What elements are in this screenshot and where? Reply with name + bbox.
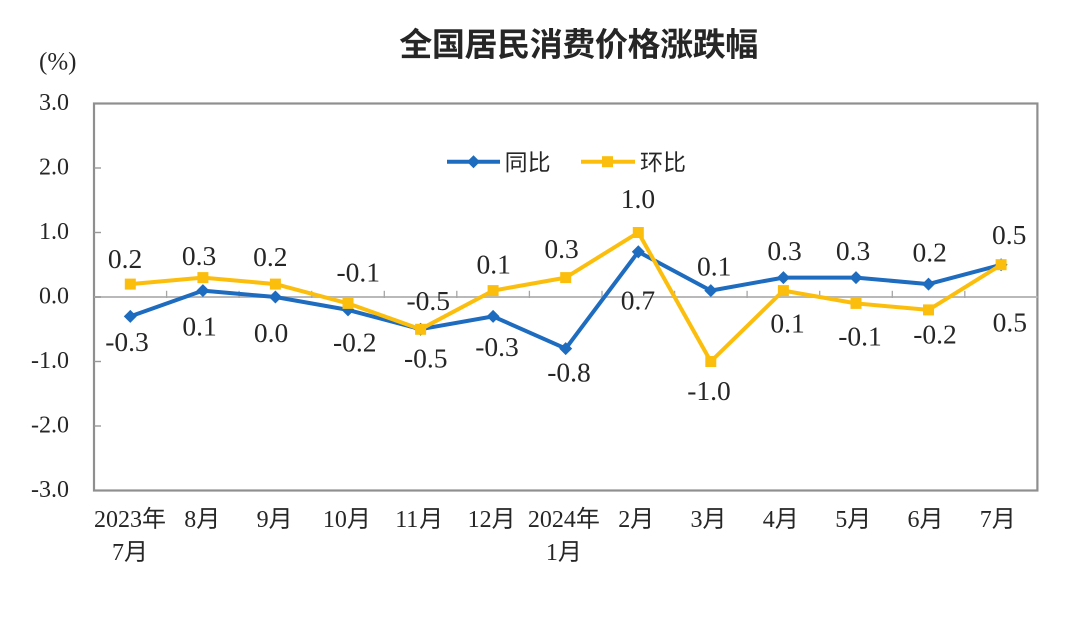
svg-text:0.3: 0.3 <box>544 233 578 264</box>
svg-text:0.0: 0.0 <box>254 317 288 348</box>
svg-text:8: 8 <box>184 507 196 533</box>
svg-text:-0.8: -0.8 <box>547 357 591 388</box>
svg-text:9: 9 <box>257 507 269 533</box>
svg-text:2.0: 2.0 <box>39 155 69 181</box>
svg-text:12: 12 <box>468 507 492 533</box>
svg-text:0.2: 0.2 <box>108 243 142 274</box>
svg-text:0.1: 0.1 <box>770 308 804 339</box>
svg-text:1.0: 1.0 <box>39 219 69 245</box>
svg-text:5: 5 <box>835 507 847 533</box>
svg-text:2024: 2024 <box>528 507 576 533</box>
svg-text:2023: 2023 <box>94 507 142 533</box>
svg-text:-0.3: -0.3 <box>105 326 149 357</box>
svg-text:0.1: 0.1 <box>477 249 511 280</box>
svg-text:-0.3: -0.3 <box>475 331 519 362</box>
svg-text:-1.0: -1.0 <box>687 375 731 406</box>
svg-text:0.3: 0.3 <box>836 235 870 266</box>
svg-text:0.5: 0.5 <box>992 219 1026 250</box>
svg-text:4: 4 <box>763 507 775 533</box>
svg-text:0.3: 0.3 <box>182 240 216 271</box>
svg-text:7: 7 <box>112 540 124 566</box>
svg-text:0.2: 0.2 <box>253 241 287 272</box>
svg-text:0.0: 0.0 <box>39 284 69 310</box>
svg-text:10: 10 <box>323 507 347 533</box>
svg-text:0.5: 0.5 <box>993 307 1027 338</box>
svg-text:1: 1 <box>546 540 558 566</box>
svg-text:3: 3 <box>691 507 703 533</box>
svg-text:-1.0: -1.0 <box>31 348 69 374</box>
svg-text:-0.5: -0.5 <box>404 343 448 374</box>
svg-text:1.0: 1.0 <box>621 183 655 214</box>
svg-text:-0.5: -0.5 <box>407 285 451 316</box>
svg-text:-2.0: -2.0 <box>31 413 69 439</box>
svg-text:0.7: 0.7 <box>621 285 655 316</box>
svg-text:-0.2: -0.2 <box>333 327 377 358</box>
svg-text:0.1: 0.1 <box>697 251 731 282</box>
svg-text:2: 2 <box>618 507 630 533</box>
svg-text:0.3: 0.3 <box>767 235 801 266</box>
svg-text:11: 11 <box>395 507 418 533</box>
svg-text:0.2: 0.2 <box>913 237 947 268</box>
svg-text:0.1: 0.1 <box>182 311 216 342</box>
svg-text:-3.0: -3.0 <box>31 477 69 503</box>
svg-text:-0.2: -0.2 <box>913 319 957 350</box>
svg-text:6: 6 <box>908 507 920 533</box>
svg-text:7: 7 <box>980 507 992 533</box>
svg-text:-0.1: -0.1 <box>337 257 381 288</box>
svg-text:-0.1: -0.1 <box>838 321 882 352</box>
svg-text:(%): (%) <box>39 49 76 76</box>
svg-text:3.0: 3.0 <box>39 90 69 116</box>
